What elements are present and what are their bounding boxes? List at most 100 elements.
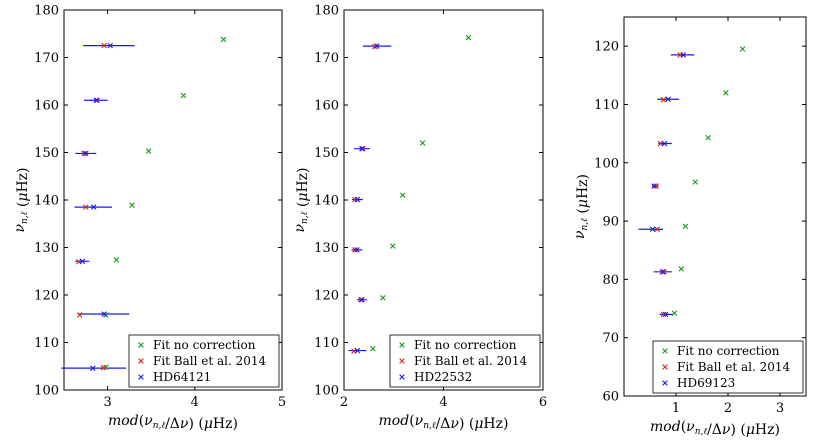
- data-point-star: [354, 347, 361, 354]
- x-tick-label: 2: [724, 401, 732, 416]
- data-point-no-correction: [739, 46, 746, 52]
- legend-label: HD69123: [677, 376, 735, 390]
- x-tick-label: 1: [672, 401, 680, 416]
- x-tick-label: 2: [340, 395, 348, 410]
- data-point-no-correction: [220, 36, 227, 43]
- data-point-star: [79, 258, 86, 265]
- data-point-star: [665, 96, 671, 103]
- data-point-ball-2014: [358, 296, 364, 303]
- data-point-no-correction: [723, 90, 729, 96]
- y-tick-label: 170: [314, 51, 339, 66]
- data-point-star: [661, 140, 668, 147]
- y-tick-label: 160: [314, 99, 339, 114]
- legend: Fit no correction Fit Ball et al. 2014 HD2…: [389, 334, 541, 388]
- y-axis-label: νn,ℓ (μHz): [292, 168, 311, 233]
- legend-label: Fit Ball et al. 2014: [414, 354, 528, 368]
- legend-marker: [399, 374, 405, 380]
- data-point-no-correction: [145, 148, 152, 154]
- plot-frame: [623, 16, 807, 397]
- y-tick-label: 180: [314, 4, 339, 19]
- data-point-star: [374, 43, 380, 49]
- legend-label: Fit Ball et al. 2014: [677, 360, 791, 374]
- x-tick-label: 5: [278, 395, 286, 410]
- x-tick-label: 3: [103, 395, 111, 410]
- data-point-no-correction: [370, 345, 376, 352]
- y-axis-label: νn,ℓ (μHz): [572, 174, 591, 239]
- y-tick-label: 100: [594, 156, 619, 171]
- data-point-ball-2014: [660, 97, 667, 103]
- data-point-ball-2014: [100, 364, 107, 371]
- data-point-ball-2014: [94, 97, 100, 104]
- plot-frame: [63, 9, 283, 391]
- data-point-ball-2014: [660, 311, 667, 318]
- data-point-ball-2014: [360, 145, 366, 152]
- legend-box: [389, 334, 541, 388]
- y-tick-label: 130: [34, 241, 59, 256]
- legend-marker: [662, 348, 668, 354]
- y-tick-label: 140: [314, 194, 339, 209]
- data-point-no-correction: [380, 295, 386, 301]
- data-point-no-correction: [389, 243, 396, 249]
- x-tick-label: 4: [439, 395, 447, 410]
- data-point-star: [89, 365, 96, 371]
- legend: Fit no correction Fit Ball et al. 2014 HD6…: [128, 334, 280, 388]
- legend-marker: [399, 342, 405, 348]
- legend-label: Fit no correction: [414, 338, 517, 352]
- data-point-ball-2014: [83, 204, 89, 210]
- y-tick-label: 100: [314, 384, 339, 399]
- x-tick-label: 3: [776, 401, 784, 416]
- x-axis-label: mod(νn,ℓ/Δν) (μHz): [108, 413, 238, 432]
- legend-label: HD22532: [414, 370, 472, 384]
- data-point-star: [359, 296, 365, 303]
- legend-label: Fit no correction: [153, 338, 256, 352]
- legend-label: HD64121: [153, 370, 211, 384]
- y-tick-label: 150: [314, 146, 339, 161]
- y-tick-label: 170: [34, 51, 59, 66]
- data-point-ball-2014: [661, 269, 667, 275]
- y-tick-label: 120: [314, 289, 339, 304]
- y-tick-label: 70: [602, 331, 619, 346]
- data-point-no-correction: [692, 179, 699, 185]
- data-point-star: [90, 204, 97, 210]
- data-point-star: [93, 97, 100, 104]
- legend-marker: [662, 380, 668, 386]
- data-point-star: [359, 145, 365, 152]
- y-axis-label: νn,ℓ (μHz): [12, 168, 31, 233]
- data-point-no-correction: [113, 257, 120, 263]
- y-tick-label: 110: [34, 336, 59, 351]
- legend-marker: [138, 342, 144, 348]
- data-point-ball-2014: [653, 183, 660, 189]
- legend-marker: [138, 374, 144, 380]
- data-point-no-correction: [419, 140, 426, 146]
- y-tick-label: 120: [594, 40, 619, 55]
- legend: Fit no correction Fit Ball et al. 2014 HD6…: [652, 340, 804, 394]
- data-point-no-correction: [129, 202, 135, 209]
- x-tick-label: 6: [539, 395, 547, 410]
- data-point-star: [354, 247, 360, 253]
- data-point-star: [354, 196, 361, 203]
- panel-HD22532: 100 110 120 130 140 150 160 170 180 2 4 6 mod(νn,ℓ/Δ…: [292, 4, 547, 433]
- data-point-no-correction: [399, 192, 406, 199]
- y-tick-label: 80: [602, 273, 619, 288]
- data-point-star: [107, 42, 114, 49]
- data-point-ball-2014: [654, 226, 661, 233]
- legend-marker: [138, 358, 144, 364]
- y-tick-label: 140: [34, 194, 59, 209]
- data-point-no-correction: [682, 223, 689, 230]
- y-tick-label: 160: [34, 99, 59, 114]
- data-point-no-correction: [180, 92, 187, 99]
- data-point-star: [651, 183, 657, 189]
- y-tick-label: 130: [314, 241, 339, 256]
- data-point-star: [659, 269, 666, 275]
- y-tick-label: 180: [34, 4, 59, 19]
- data-point-no-correction: [705, 134, 712, 141]
- data-point-no-correction: [678, 266, 684, 272]
- legend-label: Fit Ball et al. 2014: [153, 354, 267, 368]
- x-axis-label: mod(νn,ℓ/Δν) (μHz): [379, 413, 509, 432]
- data-point-ball-2014: [81, 150, 87, 157]
- x-axis-label: mod(νn,ℓ/Δν) (μHz): [650, 419, 780, 438]
- data-point-star: [680, 52, 687, 58]
- legend-marker: [662, 364, 668, 370]
- legend-label: Fit no correction: [677, 344, 780, 358]
